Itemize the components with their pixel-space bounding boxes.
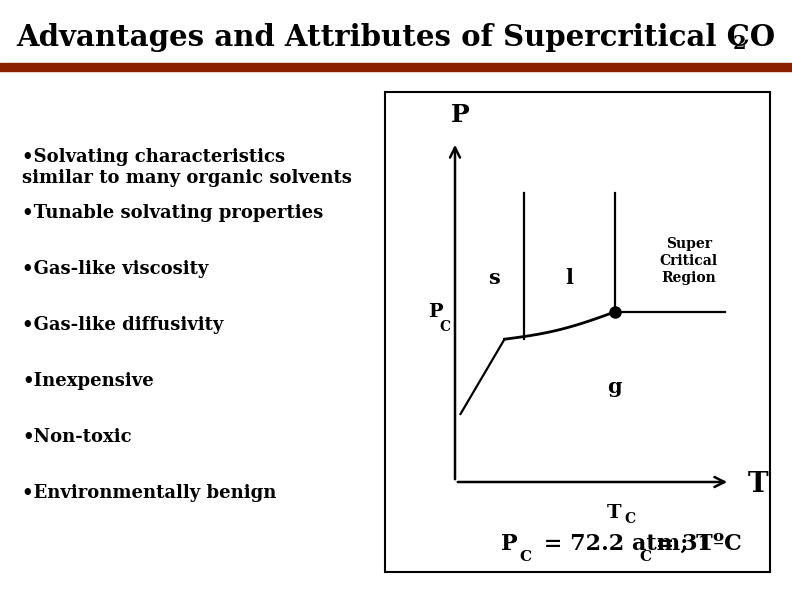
Text: C: C xyxy=(639,550,652,564)
Text: Advantages and Attributes of Supercritical CO: Advantages and Attributes of Supercritic… xyxy=(17,23,775,53)
Text: P: P xyxy=(501,533,517,555)
Text: C: C xyxy=(439,320,450,334)
Text: P: P xyxy=(428,303,443,321)
Text: C: C xyxy=(625,512,636,526)
Text: l: l xyxy=(565,268,573,288)
Text: •Non-toxic: •Non-toxic xyxy=(22,428,131,446)
Text: C: C xyxy=(520,550,531,564)
Bar xyxy=(385,92,770,572)
Text: •Solvating characteristics
similar to many organic solvents: •Solvating characteristics similar to ma… xyxy=(22,148,352,187)
Text: = 72.2 atm; T: = 72.2 atm; T xyxy=(535,533,712,555)
Text: Super
Critical
Region: Super Critical Region xyxy=(660,237,718,285)
Text: P: P xyxy=(451,103,470,127)
Text: •Tunable solvating properties: •Tunable solvating properties xyxy=(22,204,323,222)
Text: •Gas-like diffusivity: •Gas-like diffusivity xyxy=(22,316,223,334)
Text: T: T xyxy=(607,504,622,522)
Text: 2: 2 xyxy=(733,35,747,53)
Text: •Inexpensive: •Inexpensive xyxy=(22,372,154,390)
Text: •Gas-like viscosity: •Gas-like viscosity xyxy=(22,260,208,278)
Text: T: T xyxy=(748,471,768,498)
Text: s: s xyxy=(488,268,500,288)
Text: = 31ºC: = 31ºC xyxy=(648,533,741,555)
Text: •Environmentally benign: •Environmentally benign xyxy=(22,484,276,502)
Text: g: g xyxy=(607,377,622,397)
